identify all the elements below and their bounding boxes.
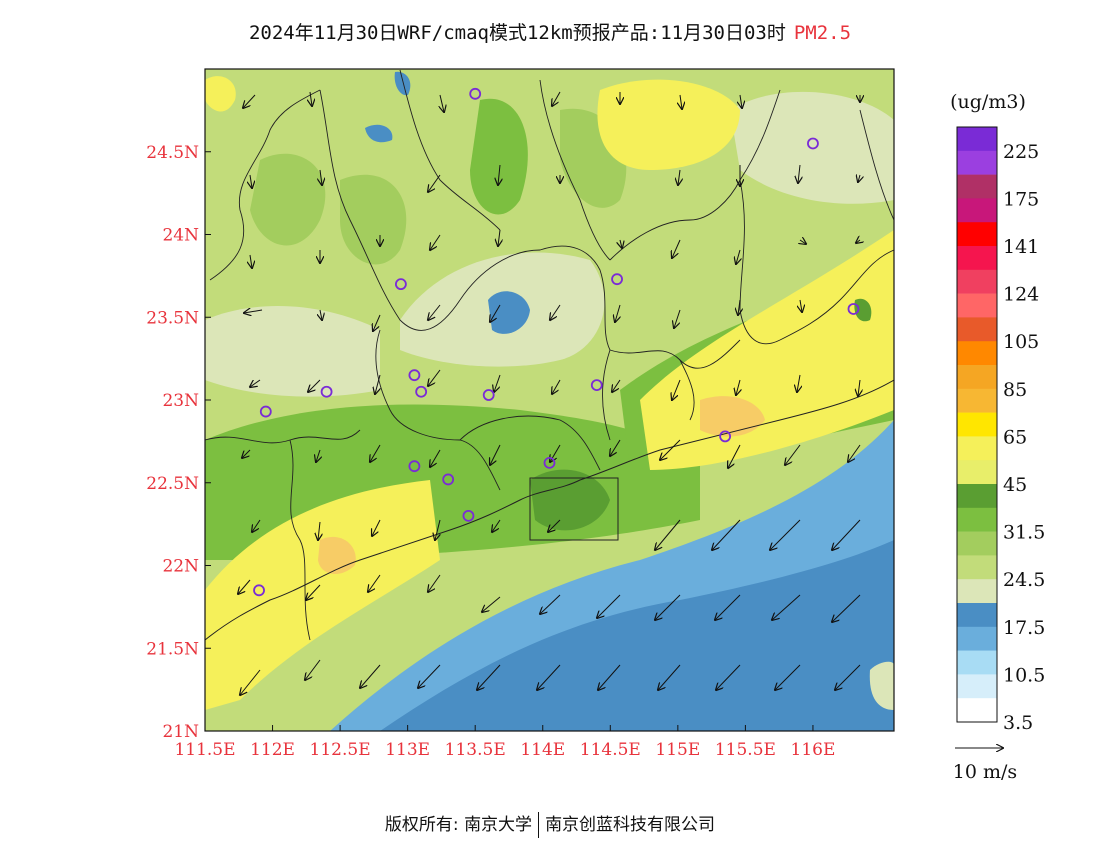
lat-label: 24N [162,226,199,246]
colorbar-label: 225 [1003,141,1039,163]
concentration-field [205,69,894,731]
colorbar-swatch [957,555,997,579]
colorbar-label: 85 [1003,379,1027,401]
lon-label: 113E [385,740,430,760]
colorbar-label: 105 [1003,331,1039,353]
wind-legend-label: 10 m/s [953,761,1017,783]
colorbar-label: 124 [1003,284,1039,306]
colorbar-label: 17.5 [1003,617,1045,639]
lon-label: 113.5E [445,740,506,760]
colorbar-swatch [957,341,997,365]
lat-label: 21.5N [146,639,199,659]
footer-separator [538,812,539,838]
colorbar-swatch [957,674,997,698]
colorbar-swatch [957,246,997,270]
colorbar-label: 141 [1003,236,1039,258]
lon-label: 114E [520,740,565,760]
lat-label: 21N [162,722,199,742]
colorbar-swatch [957,460,997,484]
lon-label: 115E [655,740,700,760]
lat-label: 23N [162,391,199,411]
colorbar-swatch [957,698,997,722]
colorbar-swatch [957,579,997,603]
colorbar-swatch [957,484,997,508]
colorbar-swatch [957,365,997,389]
colorbar-swatch [957,413,997,437]
colorbar-swatch [957,127,997,151]
colorbar-swatch [957,532,997,556]
colorbar-swatch [957,436,997,460]
lat-label: 22N [162,557,199,577]
footer-copyright: 版权所有: [385,815,459,835]
colorbar-swatch [957,294,997,318]
colorbar-swatch [957,627,997,651]
colorbar-swatch [957,175,997,199]
colorbar-label: 24.5 [1003,569,1045,591]
colorbar-swatch [957,222,997,246]
lon-label: 115.5E [715,740,776,760]
colorbar-swatch [957,270,997,294]
colorbar-label: 31.5 [1003,522,1045,544]
lon-label: 111.5E [174,740,235,760]
lat-axis: 24.5N 24N 23.5N 23N 22.5N 22N 21.5N 21N [146,143,211,742]
lat-label: 23.5N [146,308,199,328]
colorbar-label: 45 [1003,474,1027,496]
colorbar-label: 3.5 [1003,712,1033,734]
colorbar-swatch [957,317,997,341]
lon-label: 114.5E [580,740,641,760]
colorbar: 225 175 141 124 105 85 65 45 31.5 24.5 17.5 10.5 3.5 [957,127,1045,734]
lat-label: 24.5N [146,143,199,163]
colorbar-swatch [957,603,997,627]
lon-label: 112.5E [310,740,371,760]
field-pale-west [205,306,380,397]
colorbar-label: 10.5 [1003,664,1045,686]
lon-label: 116E [791,740,836,760]
colorbar-swatch [957,198,997,222]
lon-label: 112E [250,740,295,760]
colorbar-label: 175 [1003,188,1039,210]
footer-org2: 南京创蓝科技有限公司 [545,815,715,835]
colorbar-unit: (ug/m3) [950,91,1026,113]
lat-label: 22.5N [146,474,199,494]
footer-org1: 南京大学 [464,815,532,835]
colorbar-label: 65 [1003,426,1027,448]
colorbar-swatch [957,389,997,413]
footer: 版权所有: 南京大学 南京创蓝科技有限公司 [0,810,1100,838]
forecast-map: 24.5N 24N 23.5N 23N 22.5N 22N 21.5N 21N 111.5E 1… [0,0,1100,800]
colorbar-swatch [957,651,997,675]
colorbar-swatch [957,151,997,175]
colorbar-swatch [957,508,997,532]
